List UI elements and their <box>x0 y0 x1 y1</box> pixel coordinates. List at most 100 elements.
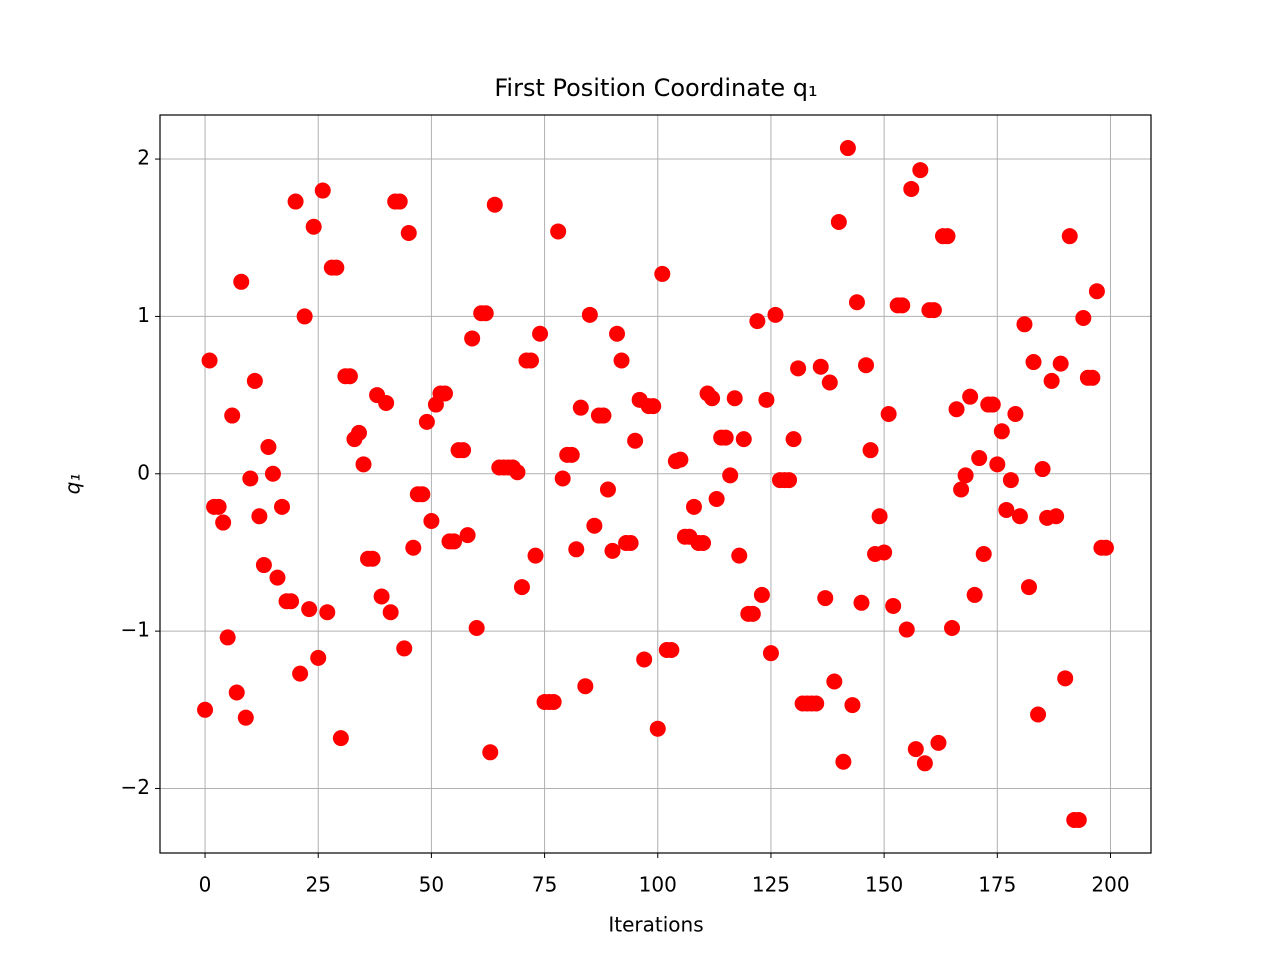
point <box>414 486 431 503</box>
point <box>672 451 689 468</box>
point <box>545 693 562 710</box>
point <box>898 621 915 638</box>
point <box>332 730 349 747</box>
point <box>513 579 530 596</box>
point <box>251 508 268 525</box>
point <box>1061 228 1078 245</box>
point <box>835 753 852 770</box>
point <box>396 640 413 657</box>
x-tick-label: 175 <box>978 873 1016 897</box>
point <box>468 619 485 636</box>
point <box>260 439 277 456</box>
y-tick-label: −1 <box>121 618 150 642</box>
point <box>781 472 798 489</box>
point <box>826 673 843 690</box>
point <box>695 535 712 552</box>
point <box>264 465 281 482</box>
x-tick-label: 25 <box>305 873 330 897</box>
point <box>382 604 399 621</box>
point <box>391 193 408 210</box>
point <box>903 180 920 197</box>
point <box>1043 372 1060 389</box>
point <box>862 442 879 459</box>
x-tick-label: 100 <box>639 873 677 897</box>
point <box>464 330 481 347</box>
y-tick-label: −2 <box>121 775 150 799</box>
plot-frame <box>159 114 1152 854</box>
point <box>550 223 567 240</box>
point <box>1007 405 1024 422</box>
y-axis-label: q₁ <box>61 474 85 495</box>
point <box>319 604 336 621</box>
point <box>907 741 924 758</box>
point <box>853 594 870 611</box>
point <box>1052 355 1069 372</box>
point <box>1084 369 1101 386</box>
point <box>328 259 345 276</box>
point <box>1075 309 1092 326</box>
point <box>830 214 847 231</box>
point <box>1088 283 1105 300</box>
point <box>364 550 381 567</box>
point <box>477 305 494 322</box>
point <box>1030 706 1047 723</box>
point <box>871 508 888 525</box>
point <box>373 588 390 605</box>
point <box>523 352 540 369</box>
point <box>749 313 766 330</box>
point <box>663 642 680 659</box>
point <box>568 541 585 558</box>
point <box>885 597 902 614</box>
point <box>916 755 933 772</box>
point <box>355 456 372 473</box>
y-tick-label: 2 <box>137 146 150 170</box>
point <box>876 544 893 561</box>
point <box>717 429 734 446</box>
x-tick-label: 0 <box>199 873 212 897</box>
point <box>1097 539 1114 556</box>
point <box>753 586 770 603</box>
point <box>455 442 472 459</box>
point <box>287 193 304 210</box>
point <box>880 405 897 422</box>
x-axis-label: Iterations <box>608 913 703 937</box>
point <box>1048 508 1065 525</box>
point <box>704 390 721 407</box>
point <box>685 498 702 515</box>
point <box>310 649 327 666</box>
point <box>966 586 983 603</box>
x-tick-label: 150 <box>865 873 903 897</box>
point <box>1011 508 1028 525</box>
point <box>418 413 435 430</box>
point <box>350 424 367 441</box>
point <box>1002 472 1019 489</box>
point <box>246 372 263 389</box>
point <box>944 619 961 636</box>
point <box>998 501 1015 518</box>
point <box>1025 354 1042 371</box>
point <box>622 535 639 552</box>
point <box>233 273 250 290</box>
point <box>554 470 571 487</box>
point <box>237 709 254 726</box>
x-tick-label: 75 <box>532 873 557 897</box>
point <box>971 450 988 467</box>
point <box>962 388 979 405</box>
y-tick-label: 0 <box>137 460 150 484</box>
point <box>993 423 1010 440</box>
point <box>785 431 802 448</box>
point <box>572 399 589 416</box>
point <box>563 446 580 463</box>
point <box>215 514 232 531</box>
point <box>292 665 309 682</box>
point <box>586 517 603 534</box>
point <box>762 645 779 662</box>
point <box>609 325 626 342</box>
point <box>255 557 272 574</box>
point <box>731 547 748 564</box>
point <box>283 593 300 610</box>
point <box>645 398 662 415</box>
point <box>378 394 395 411</box>
point <box>595 407 612 424</box>
point <box>613 352 630 369</box>
